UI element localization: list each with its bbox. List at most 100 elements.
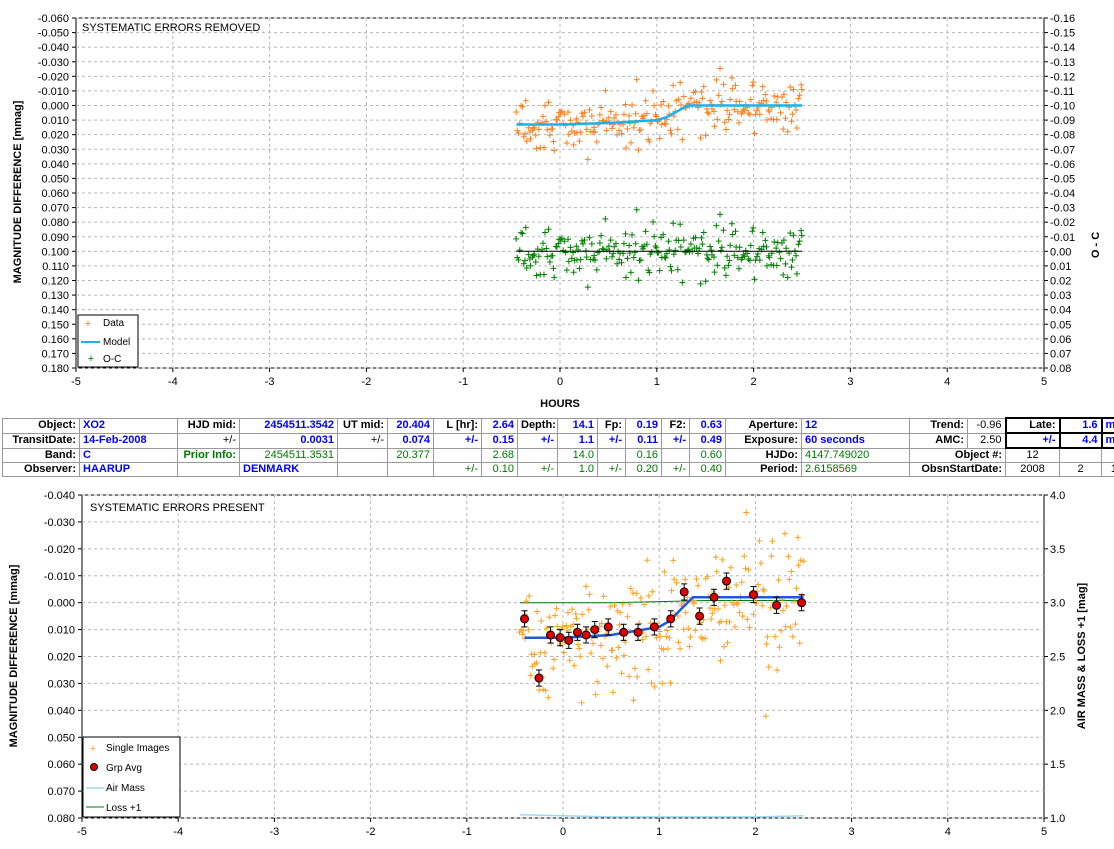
- data-point: [720, 81, 727, 88]
- oc-point: [796, 238, 803, 245]
- single-image-point: [785, 553, 792, 560]
- single-image-point: [577, 653, 584, 660]
- oc-point: [635, 277, 642, 284]
- oc-point: [672, 247, 679, 254]
- oc-point: [605, 243, 612, 250]
- data-point: [789, 111, 796, 118]
- oc-point: [611, 243, 618, 250]
- grp-avg-point: [797, 598, 807, 608]
- data-point: [551, 147, 558, 154]
- single-image-point: [664, 645, 671, 652]
- single-image-point: [560, 649, 567, 656]
- data-point: [667, 127, 674, 134]
- oc-point: [662, 255, 669, 262]
- data-point: [607, 108, 614, 115]
- y2-tick-label: -0.04: [1050, 188, 1075, 200]
- oc-point: [535, 253, 542, 260]
- data-point: [519, 103, 526, 110]
- single-image-point: [758, 560, 765, 567]
- oc-point: [710, 254, 717, 261]
- data-point: [540, 144, 547, 151]
- single-image-point: [616, 621, 623, 628]
- bottom-x-ticks: -5 -4 -3 -2 -1 0 1 2 3 4 5: [77, 818, 1047, 838]
- oc-point: [707, 243, 714, 250]
- oc-point: [725, 262, 732, 269]
- data-point: [766, 108, 773, 115]
- bottom-legend-grp-label: Grp Avg: [106, 763, 142, 774]
- y-tick-label: 0.010: [41, 115, 69, 127]
- oc-point: [717, 247, 724, 254]
- data-point: [646, 138, 653, 145]
- single-image-point: [792, 621, 799, 628]
- y2-tick-label: 0.02: [1050, 276, 1071, 288]
- grp-avg-point: [590, 625, 600, 635]
- info-table: Object: XO2 HJD mid: 2454511.3542 UT mid…: [2, 417, 1114, 479]
- oc-point: [717, 211, 724, 218]
- y2-tick-label: -0.11: [1050, 86, 1074, 98]
- data-point: [588, 113, 595, 120]
- oc-point: [627, 269, 634, 276]
- y2-tick-label: 0.03: [1050, 290, 1071, 302]
- oc-point: [607, 237, 614, 244]
- oc-point: [747, 242, 754, 249]
- oc-point: [653, 244, 660, 251]
- length-err-value: 0.15: [481, 432, 518, 449]
- oc-point: [515, 256, 522, 263]
- data-point: [573, 115, 580, 122]
- y-tick-label: 0.090: [41, 232, 69, 244]
- data-point: [616, 127, 623, 134]
- bottom-air-mass-line: [519, 814, 804, 818]
- data-point: [533, 145, 540, 152]
- y2-tick-label: 0.01: [1050, 261, 1071, 273]
- single-image-point: [712, 554, 719, 561]
- data-point: [626, 112, 633, 119]
- oc-point: [523, 264, 530, 271]
- single-image-point: [626, 673, 633, 680]
- oc-point: [780, 271, 787, 278]
- oc-point: [704, 255, 711, 262]
- single-image-point: [699, 635, 706, 642]
- oc-point: [602, 215, 609, 222]
- single-image-point: [571, 662, 578, 669]
- oc-point: [741, 253, 748, 260]
- bottom-panel-title: SYSTEMATIC ERRORS PRESENT: [90, 502, 265, 514]
- hjd-err-value: 0.0031: [239, 432, 338, 449]
- single-image-point: [682, 576, 689, 583]
- prior-length-err-value: 0.10: [481, 462, 518, 477]
- oc-point: [616, 256, 623, 263]
- single-image-point: [708, 616, 715, 623]
- y2-tick-label: -0.15: [1050, 28, 1075, 40]
- grp-avg-point: [748, 590, 758, 600]
- single-image-point: [615, 644, 622, 651]
- single-image-point: [653, 634, 660, 641]
- data-point: [715, 92, 722, 99]
- single-image-point: [572, 610, 579, 617]
- oc-point: [655, 249, 662, 256]
- x-tick-label: 4: [944, 376, 950, 388]
- depth-label: Depth:: [517, 417, 558, 434]
- oc-point: [646, 269, 653, 276]
- y-tick-label: 0.050: [41, 173, 69, 185]
- data-point: [632, 110, 639, 117]
- ut-mid-value: 20.404: [387, 417, 434, 434]
- bottom-y-axis-label: MAGNITUDE DIFFERENCE [mmag]: [8, 564, 20, 747]
- data-point: [557, 109, 564, 116]
- y2-tick-label: 0.07: [1050, 348, 1071, 360]
- single-image-point: [633, 590, 640, 597]
- data-point: [653, 113, 660, 120]
- data-point: [624, 125, 631, 132]
- oc-point: [798, 232, 805, 239]
- oc-point: [793, 252, 800, 259]
- oc-point: [575, 246, 582, 253]
- data-point: [549, 125, 556, 132]
- single-image-point: [690, 600, 697, 607]
- data-point: [578, 110, 585, 117]
- x-tick-label: -4: [173, 826, 183, 838]
- data-point: [629, 102, 636, 109]
- x-tick-label: 5: [1041, 376, 1047, 388]
- prior-f2-err-label: +/-: [661, 462, 690, 477]
- data-point: [618, 130, 625, 137]
- oc-point: [751, 276, 758, 283]
- oc-point: [798, 227, 805, 234]
- top-legend-oc-marker: +: [88, 353, 94, 365]
